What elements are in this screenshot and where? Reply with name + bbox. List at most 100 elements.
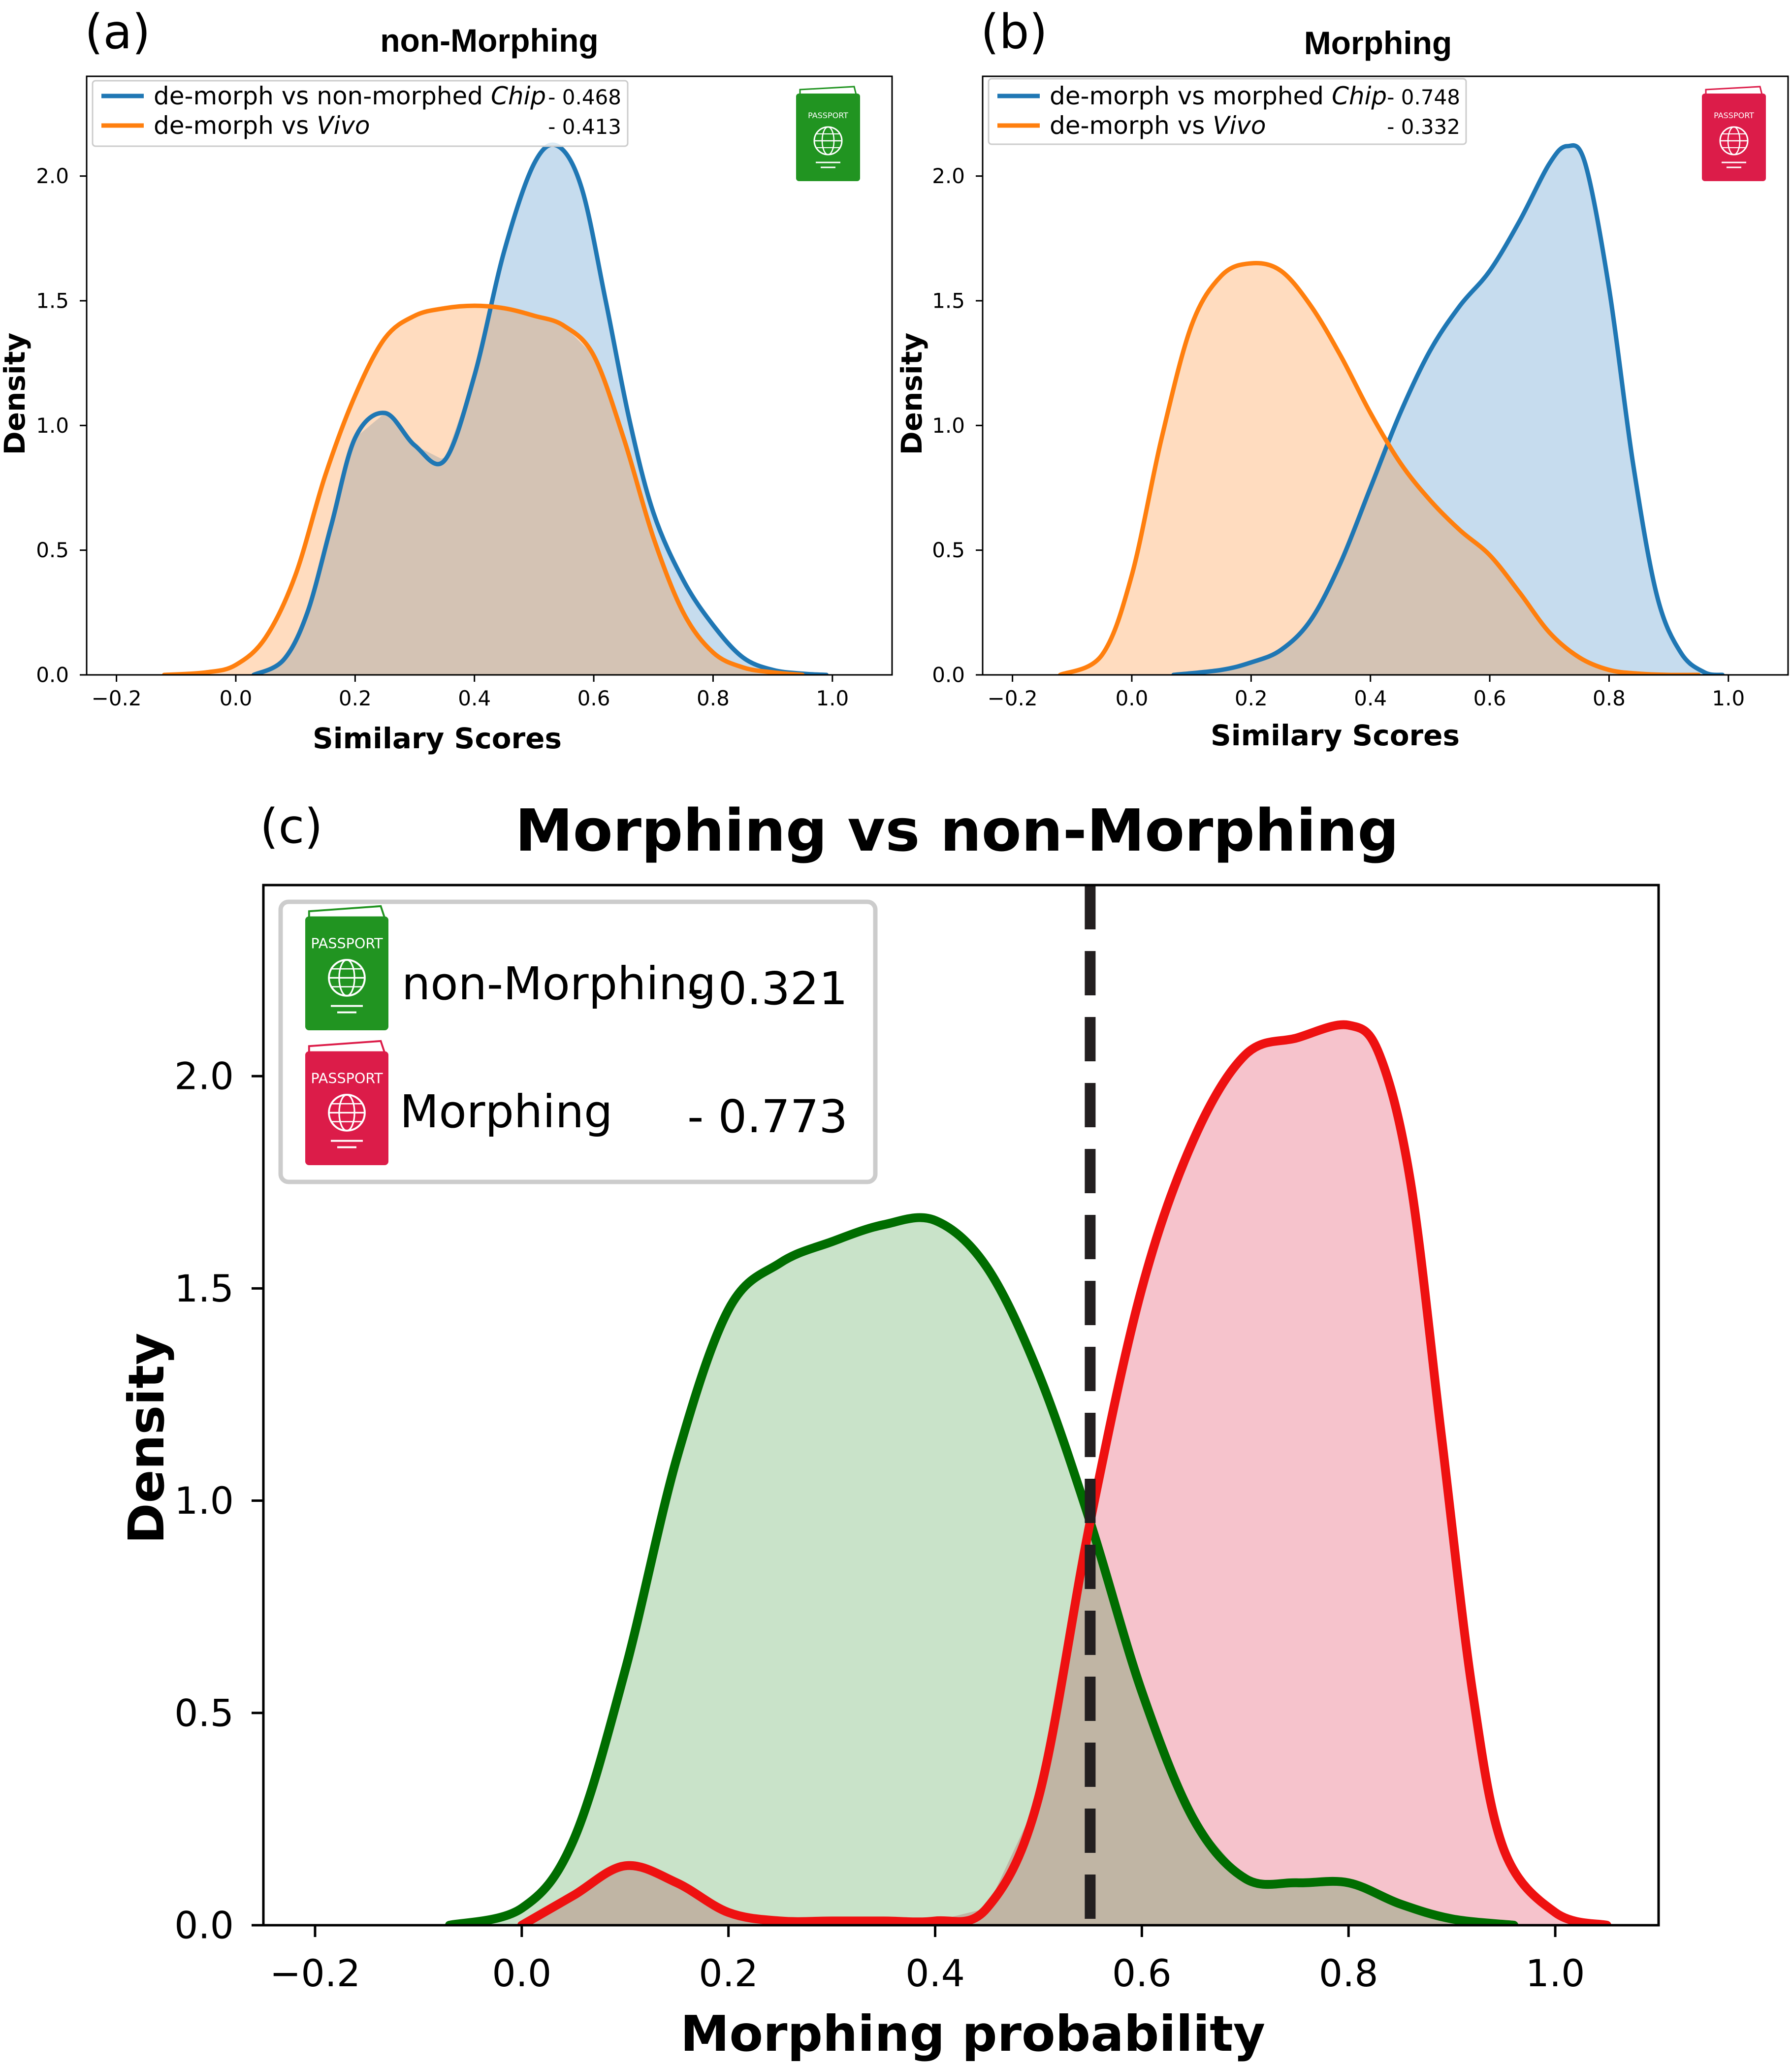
panel-c-legend-label-morphing: Morphing [400, 1085, 612, 1138]
panel-a-x-tick-label: 0.0 [220, 686, 253, 710]
panel-c-x-tick-label: 0.8 [1319, 1951, 1378, 1995]
passport-icon-green-a: PASSPORT [796, 86, 860, 181]
panel-c-series-0-line [445, 1213, 1519, 1925]
panel-b-x-tick-label: 0.0 [1116, 686, 1149, 710]
panel-a-plot: −0.2 0.0 0.2 0.4 0.6 0.8 1.0 0.0 0.5 1.0 1.5 2.0 [36, 75, 893, 710]
panel-b-title: Morphing [1304, 25, 1452, 61]
panel-a-x-tick-label: 0.8 [697, 686, 730, 710]
panel-c-y-tick-label: 2.0 [174, 1054, 234, 1098]
panel-a-y-tick-label: 0.5 [36, 538, 69, 562]
panel-c-y-axis-label: Density [118, 1333, 175, 1544]
panel-b-y-tick-label: 2.0 [932, 164, 965, 188]
panel-c-x-tick-label: 0.2 [699, 1951, 758, 1995]
panel-c-overlap-fill [521, 1528, 1514, 1925]
panel-c-plot: −0.2 0.0 0.2 0.4 0.6 0.8 1.0 0.0 0.5 1.0 1.5 2.0 [174, 884, 1660, 1995]
panel-a-legend-score-vivo: - 0.413 [548, 115, 621, 139]
passport-label: PASSPORT [1714, 111, 1754, 120]
panel-c-series-1-fill [521, 1024, 1607, 1925]
panel-a-x-ticks: −0.2 0.0 0.2 0.4 0.6 0.8 1.0 [92, 675, 849, 710]
panel-b-legend-label-vivo: de-morph vs Vivo [1050, 111, 1266, 140]
panel-b-x-tick-label: 0.6 [1473, 686, 1506, 710]
panel-a-y-axis-label: Density [0, 333, 32, 455]
panel-b-y-tick-label: 0.5 [932, 538, 965, 562]
panel-b-legend-label-chip: de-morph vs morphed Chip [1050, 82, 1387, 110]
passport-icon-red-c: PASSPORT [305, 1040, 388, 1165]
panel-c-legend-label-non-morphing: non-Morphing [402, 957, 716, 1010]
passport-icon-green-c: PASSPORT [305, 905, 388, 1030]
panel-c-title: Morphing vs non-Morphing [515, 796, 1399, 864]
panel-c-y-ticks: 0.0 0.5 1.0 1.5 2.0 [174, 1054, 263, 1947]
panel-b-legend-score-vivo: - 0.332 [1387, 115, 1460, 139]
panel-b-y-axis-label: Density [895, 333, 928, 455]
panel-a-x-tick-label: 1.0 [816, 686, 849, 710]
panel-a-y-tick-label: 1.0 [36, 413, 69, 438]
panel-c-y-tick-label: 1.0 [174, 1479, 234, 1523]
panel-a-y-tick-label: 1.5 [36, 289, 69, 313]
panel-c-y-tick-label: 1.5 [174, 1267, 234, 1310]
panel-a-y-ticks: 0.0 0.5 1.0 1.5 2.0 [36, 164, 87, 687]
panel-c-comparison: (c) Morphing vs non-Morphing −0.2 0.0 0.2 0… [118, 796, 1660, 2063]
panel-c-series-1-line [517, 1020, 1611, 1925]
panel-b-legend-box [988, 78, 1467, 145]
panel-a-legend-box [92, 80, 629, 147]
passport-icon-red-b: PASSPORT [1702, 86, 1766, 181]
panel-b-plot: −0.2 0.0 0.2 0.4 0.6 0.8 1.0 0.0 0.5 1.0 1.5 2.0 [932, 75, 1789, 710]
panel-a-non-morphing: (a) non-Morphing −0.2 0.0 0.2 0.4 0.6 0.8 1.0 … [0, 4, 893, 755]
panel-b-y-tick-label: 1.0 [932, 413, 965, 438]
panel-b-letter: (b) [981, 4, 1048, 60]
panel-a-x-axis-label: Similary Scores [313, 722, 562, 755]
panel-a-y-tick-label: 0.0 [36, 663, 69, 687]
panel-b-x-tick-label: −0.2 [988, 686, 1038, 710]
panel-b-x-axis-label: Similary Scores [1211, 719, 1460, 752]
panel-a-x-tick-label: 0.4 [458, 686, 491, 710]
panel-a-series-1-line [162, 303, 805, 675]
panel-c-axes-frame [262, 884, 1660, 1927]
panel-c-x-axis-label: Morphing probability [680, 2005, 1265, 2063]
panel-b-legend-score-chip: - 0.748 [1387, 85, 1460, 109]
panel-c-legend-box [278, 899, 878, 1184]
passport-label: PASSPORT [311, 935, 383, 952]
panel-c-y-tick-label: 0.5 [174, 1691, 234, 1735]
panel-c-legend-score-morphing: - 0.773 [687, 1090, 848, 1143]
panel-b-series-0-line [1171, 143, 1725, 675]
panel-c-x-tick-label: 1.0 [1526, 1951, 1585, 1995]
panel-b-series-0-fill [1173, 145, 1723, 675]
panel-c-legend-score-non-morphing: - 0.321 [687, 962, 848, 1015]
panel-b-overlap-fill [1173, 444, 1699, 675]
panel-b-x-ticks: −0.2 0.0 0.2 0.4 0.6 0.8 1.0 [988, 675, 1745, 710]
passport-label: PASSPORT [808, 111, 848, 120]
panel-b-x-tick-label: 0.4 [1354, 686, 1387, 710]
panel-c-x-tick-label: 0.4 [905, 1951, 965, 1995]
panel-c-legend: PASSPORT non-Morphing - 0.321 PASSPORT [278, 899, 878, 1184]
panel-c-x-tick-label: 0.0 [492, 1951, 551, 1995]
panel-b-x-tick-label: 0.8 [1593, 686, 1626, 710]
panel-c-x-ticks: −0.2 0.0 0.2 0.4 0.6 0.8 1.0 [270, 1925, 1585, 1995]
panel-c-series-0-fill [449, 1217, 1514, 1925]
panel-b-series-1-line [1058, 261, 1701, 675]
panel-b-y-ticks: 0.0 0.5 1.0 1.5 2.0 [932, 164, 983, 687]
panel-a-axes-frame [86, 75, 893, 676]
panel-a-legend-label-chip: de-morph vs non-morphed Chip [154, 82, 546, 110]
panel-a-letter: (a) [85, 4, 151, 60]
panel-a-y-tick-label: 2.0 [36, 164, 69, 188]
panel-a-legend-label-vivo: de-morph vs Vivo [154, 111, 370, 140]
panel-b-y-tick-label: 1.5 [932, 289, 965, 313]
panel-a-title: non-Morphing [380, 22, 599, 59]
panel-b-axes-frame [982, 75, 1789, 676]
panel-b-x-tick-label: 1.0 [1712, 686, 1745, 710]
panel-a-x-tick-label: 0.2 [339, 686, 372, 710]
panel-a-overlap-fill [254, 307, 803, 675]
panel-c-x-tick-label: −0.2 [270, 1951, 361, 1995]
panel-c-y-tick-label: 0.0 [174, 1904, 234, 1947]
panel-a-legend: de-morph vs non-morphed Chip - 0.468 de-… [92, 80, 629, 147]
panel-c-x-tick-label: 0.6 [1112, 1951, 1172, 1995]
panel-a-series-0-line [251, 142, 829, 675]
panel-b-legend: de-morph vs morphed Chip - 0.748 de-morp… [988, 78, 1467, 145]
passport-label: PASSPORT [311, 1070, 383, 1087]
panel-b-y-tick-label: 0.0 [932, 663, 965, 687]
panel-a-legend-score-chip: - 0.468 [548, 85, 621, 109]
panel-b-x-tick-label: 0.2 [1235, 686, 1268, 710]
panel-a-x-tick-label: −0.2 [92, 686, 142, 710]
panel-a-series-group [162, 142, 829, 675]
